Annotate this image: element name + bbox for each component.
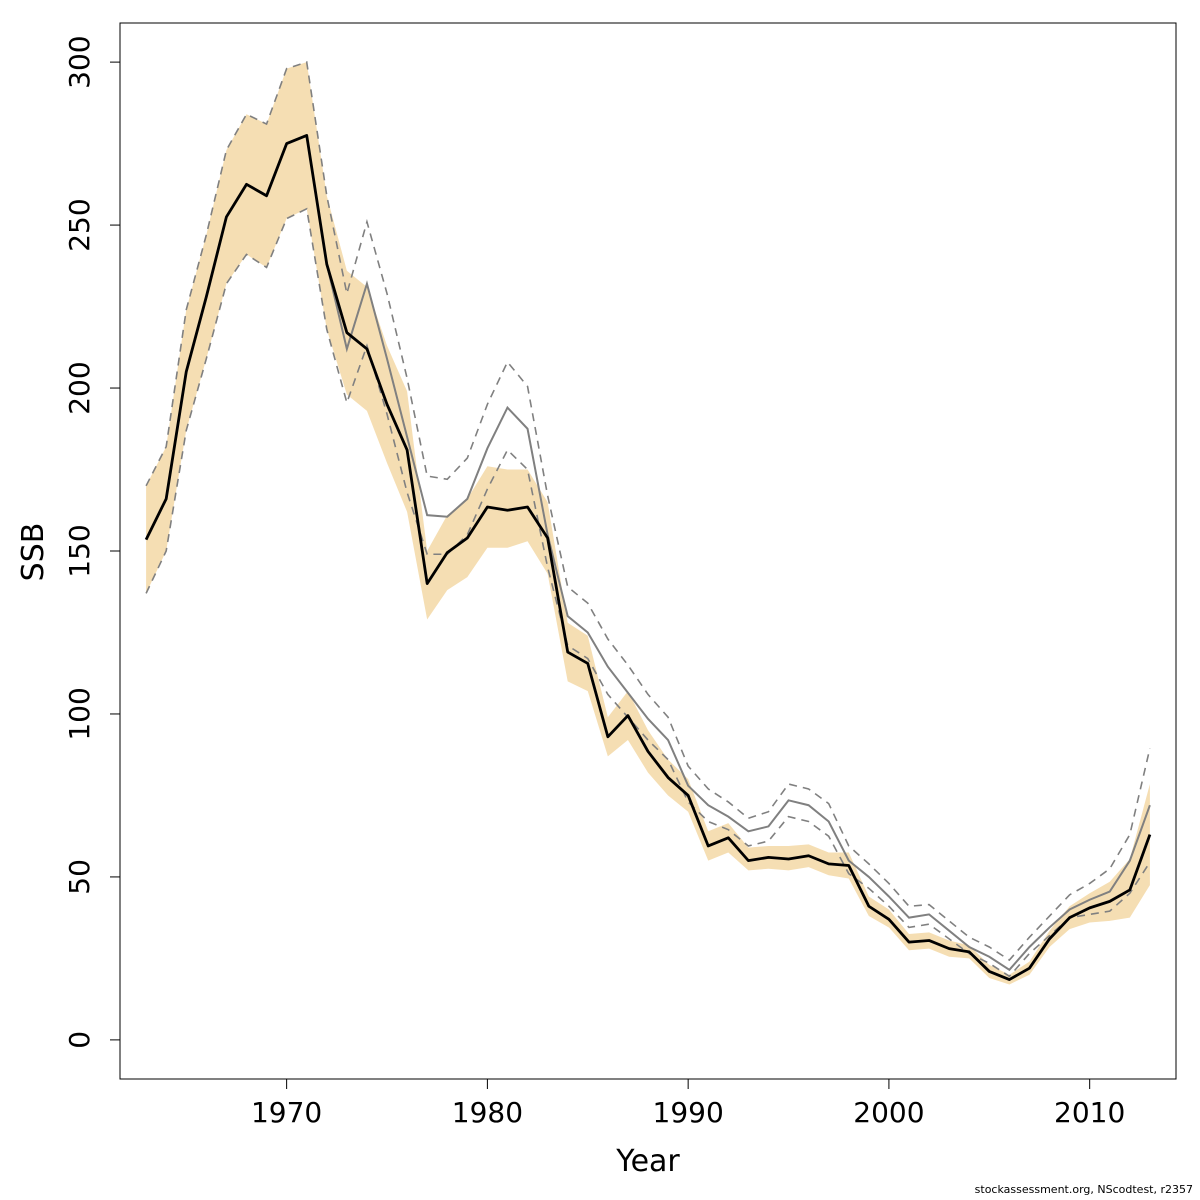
credit-text: stockassessment.org, NScodtest, r2357 (975, 1183, 1193, 1196)
estimate-line (144, 134, 1152, 981)
x-axis: 1970 1980 1990 2000 2010 (251, 1079, 1125, 1129)
y-tick-label: 50 (63, 859, 96, 895)
x-tick-label: 1970 (251, 1096, 322, 1129)
x-tick-label: 2000 (853, 1096, 924, 1129)
y-axis: 0 50 100 150 200 250 300 (63, 35, 120, 1049)
x-tick-label: 1980 (452, 1096, 523, 1129)
y-tick-label: 250 (63, 198, 96, 251)
y-tick-label: 150 (63, 524, 96, 577)
confidence-band-layer (146, 62, 1150, 985)
y-tick-label: 100 (63, 687, 96, 740)
y-tick-label: 0 (63, 1031, 96, 1049)
y-tick-label: 200 (63, 361, 96, 414)
y-tick-label: 300 (63, 35, 96, 88)
confidence-band (146, 62, 1150, 985)
estimate-layer (144, 134, 1152, 981)
previous-lower-line (145, 207, 1151, 978)
x-tick-label: 2010 (1054, 1096, 1125, 1129)
x-tick-label: 1990 (653, 1096, 724, 1129)
previous-upper-line (145, 61, 1151, 962)
x-axis-title: Year (615, 1144, 680, 1179)
y-axis-title: SSB (16, 523, 51, 582)
